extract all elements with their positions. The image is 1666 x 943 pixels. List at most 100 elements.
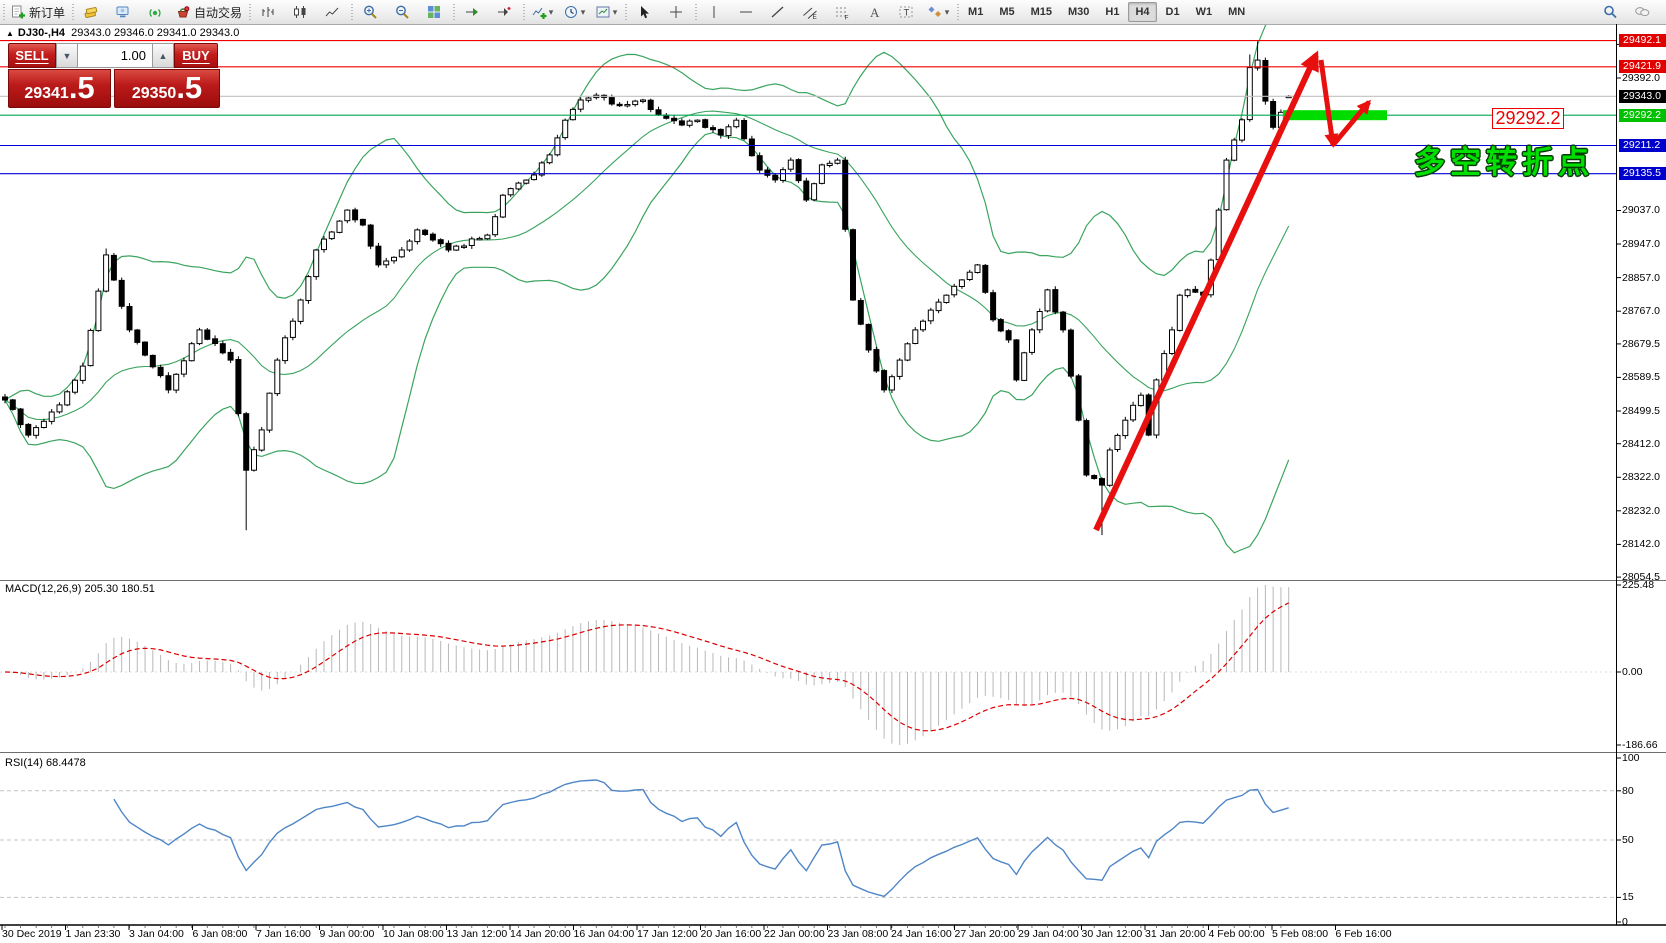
date-label: 7 Jan 16:00 <box>256 928 311 940</box>
chat-button[interactable] <box>1627 1 1657 23</box>
date-label: 6 Jan 08:00 <box>192 928 248 940</box>
shift-chart-icon <box>498 7 511 16</box>
price-tick: 29037.0 <box>1622 204 1660 217</box>
virtual-hosting-button[interactable] <box>108 1 138 23</box>
trend-arrow[interactable] <box>1318 59 1339 148</box>
price-tick: 29392.0 <box>1622 72 1660 84</box>
search-button[interactable] <box>1595 1 1625 23</box>
price-tick: 28322.0 <box>1622 471 1660 484</box>
rsi-pane[interactable] <box>0 779 1616 898</box>
price-tick: 28947.0 <box>1622 238 1660 251</box>
volume-input[interactable] <box>78 43 152 68</box>
rsi-indicator-label: RSI(14) 68.4478 <box>5 757 86 769</box>
equidistant-channel-button[interactable]: E <box>795 1 825 23</box>
buy-button[interactable]: BUY <box>174 43 218 68</box>
gold-button[interactable] <box>76 1 106 23</box>
horizontal-line-button[interactable] <box>731 1 761 23</box>
line-chart-icon <box>325 7 339 17</box>
toolbar-grip <box>625 4 628 20</box>
vline-icon <box>713 6 715 18</box>
sell-price-display[interactable]: 29341 .5 <box>8 69 111 108</box>
price-callout-label[interactable]: 29292.2 <box>1492 108 1564 129</box>
macd-indicator-label: MACD(12,26,9) 205.30 180.51 <box>5 583 155 595</box>
price-tick: 28499.5 <box>1622 405 1660 418</box>
text-label-button[interactable]: T <box>891 1 921 23</box>
shapes-icon <box>928 6 941 17</box>
signals-button[interactable] <box>140 1 170 23</box>
toolbar-grip <box>72 4 75 20</box>
date-label: 30 Jan 12:00 <box>1081 928 1143 940</box>
toolbar-grip <box>3 4 5 20</box>
svg-text:F: F <box>845 15 849 21</box>
macd-axis-tick: -186.66 <box>1622 739 1658 751</box>
toolbar-grip <box>351 4 354 20</box>
timeframe-m1-button[interactable]: M1 <box>968 6 984 18</box>
chart-canvas[interactable] <box>0 24 1666 943</box>
rsi-axis-tick: 80 <box>1622 784 1634 797</box>
date-label: 23 Jan 08:00 <box>827 928 889 940</box>
fibo-icon: F <box>836 7 849 21</box>
zoom-out-button[interactable] <box>387 1 417 23</box>
line-chart-button[interactable] <box>317 1 347 23</box>
timeframe-d1-button[interactable]: D1 <box>1165 6 1180 18</box>
new-order-button[interactable]: 新订单 <box>7 1 68 23</box>
timeframe-w1-button[interactable]: W1 <box>1195 6 1213 18</box>
timeframe-h1-button[interactable]: H1 <box>1105 6 1120 18</box>
sell-button[interactable]: SELL <box>8 43 56 68</box>
date-label: 5 Feb 08:00 <box>1272 928 1329 940</box>
trendline-button[interactable] <box>763 1 793 23</box>
gold-icon <box>84 7 98 18</box>
highlight-bar[interactable] <box>1283 110 1387 121</box>
zoom-in-button[interactable] <box>355 1 385 23</box>
price-tick: 28767.0 <box>1622 305 1660 318</box>
tile-windows-button[interactable] <box>419 1 449 23</box>
sell-price-int: 29341 <box>24 85 69 102</box>
channel-icon: E <box>803 7 818 20</box>
new-order-button-label: 新订单 <box>29 5 66 20</box>
trend-arrow[interactable] <box>1093 50 1319 532</box>
timeframe-mn-button[interactable]: MN <box>1228 6 1246 18</box>
price-badge-red: 29492.1 <box>1619 34 1666 48</box>
price-tick: 28054.5 <box>1622 571 1660 584</box>
main-pane[interactable] <box>0 24 1616 554</box>
autotrading-button[interactable]: 自动交易 <box>172 1 245 23</box>
collapse-arrow-icon[interactable]: ▲ <box>6 29 14 38</box>
buy-price-display[interactable]: 29350 .5 <box>114 69 220 108</box>
date-label: 24 Jan 16:00 <box>891 928 952 940</box>
date-label: 17 Jan 12:00 <box>637 928 698 940</box>
fibonacci-button[interactable]: F <box>827 1 857 23</box>
chart-shift-button[interactable] <box>489 1 519 23</box>
date-label: 29 Jan 04:00 <box>1018 928 1079 940</box>
price-tick: 28589.5 <box>1622 371 1660 384</box>
chat-icon <box>1635 7 1650 17</box>
search-icon <box>1604 5 1617 19</box>
annotation-text[interactable]: 多空转折点 <box>1414 145 1594 180</box>
trend-arrow[interactable] <box>1331 99 1371 147</box>
trend-icon <box>771 6 784 18</box>
vertical-line-button[interactable] <box>699 1 729 23</box>
shapes-button[interactable] <box>923 1 953 23</box>
date-label: 14 Jan 20:00 <box>510 928 571 940</box>
periods-button[interactable] <box>559 1 589 23</box>
zoom-out-icon <box>396 5 409 19</box>
bar-chart-icon <box>262 7 274 17</box>
cursor-button[interactable] <box>629 1 659 23</box>
timeframe-h4-button[interactable]: H4 <box>1128 2 1157 22</box>
auto-scroll-button[interactable] <box>457 1 487 23</box>
volume-increase-button[interactable] <box>152 43 174 68</box>
bar-chart-button[interactable] <box>253 1 283 23</box>
signal-icon <box>149 9 161 17</box>
templates-button[interactable] <box>591 1 621 23</box>
chart-area[interactable]: ▲ DJ30-,H4 29343.0 29346.0 29341.0 29343.… <box>0 24 1666 943</box>
indicators-button[interactable] <box>527 1 557 23</box>
timeframe-m15-button[interactable]: M15 <box>1030 6 1052 18</box>
candlestick-chart-button[interactable] <box>285 1 315 23</box>
macd-pane[interactable] <box>0 585 1616 745</box>
volume-decrease-button[interactable] <box>56 43 78 68</box>
timeframe-m30-button[interactable]: M30 <box>1068 6 1090 18</box>
crosshair-button[interactable] <box>661 1 691 23</box>
price-tick: 28679.5 <box>1622 337 1660 350</box>
timeframe-m5-button[interactable]: M5 <box>999 6 1015 18</box>
text-button[interactable]: A <box>859 1 889 23</box>
autotrading-icon <box>177 6 190 18</box>
